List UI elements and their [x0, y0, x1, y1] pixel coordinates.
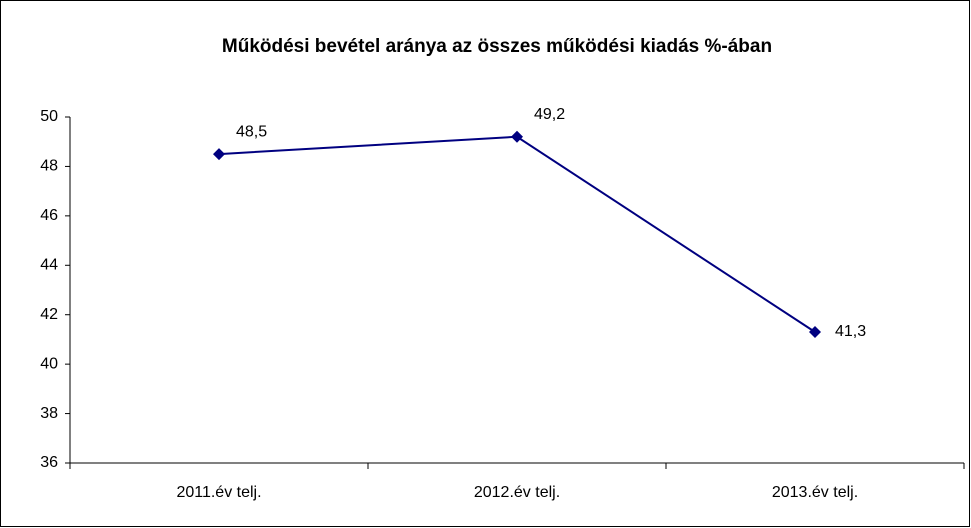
y-tick-label: 50: [40, 108, 58, 125]
data-label: 41,3: [835, 323, 866, 340]
y-tick-label: 46: [40, 207, 58, 224]
y-tick-label: 48: [40, 158, 58, 175]
data-point: [213, 148, 225, 161]
y-tick-label: 40: [40, 355, 58, 372]
x-tick-label: 2012.év telj.: [474, 484, 560, 501]
x-tick-label: 2011.év telj.: [176, 484, 261, 501]
y-tick-label: 36: [40, 454, 58, 471]
chart-title: Működési bevétel aránya az összes működé…: [222, 36, 772, 57]
data-point: [809, 326, 821, 339]
y-tick-label: 42: [40, 306, 58, 323]
data-label: 49,2: [534, 106, 565, 123]
data-point: [511, 130, 523, 143]
data-label: 48,5: [236, 123, 267, 140]
y-tick-label: 38: [40, 405, 58, 422]
y-tick-label: 44: [40, 257, 58, 274]
x-tick-label: 2013.év telj.: [772, 484, 858, 501]
